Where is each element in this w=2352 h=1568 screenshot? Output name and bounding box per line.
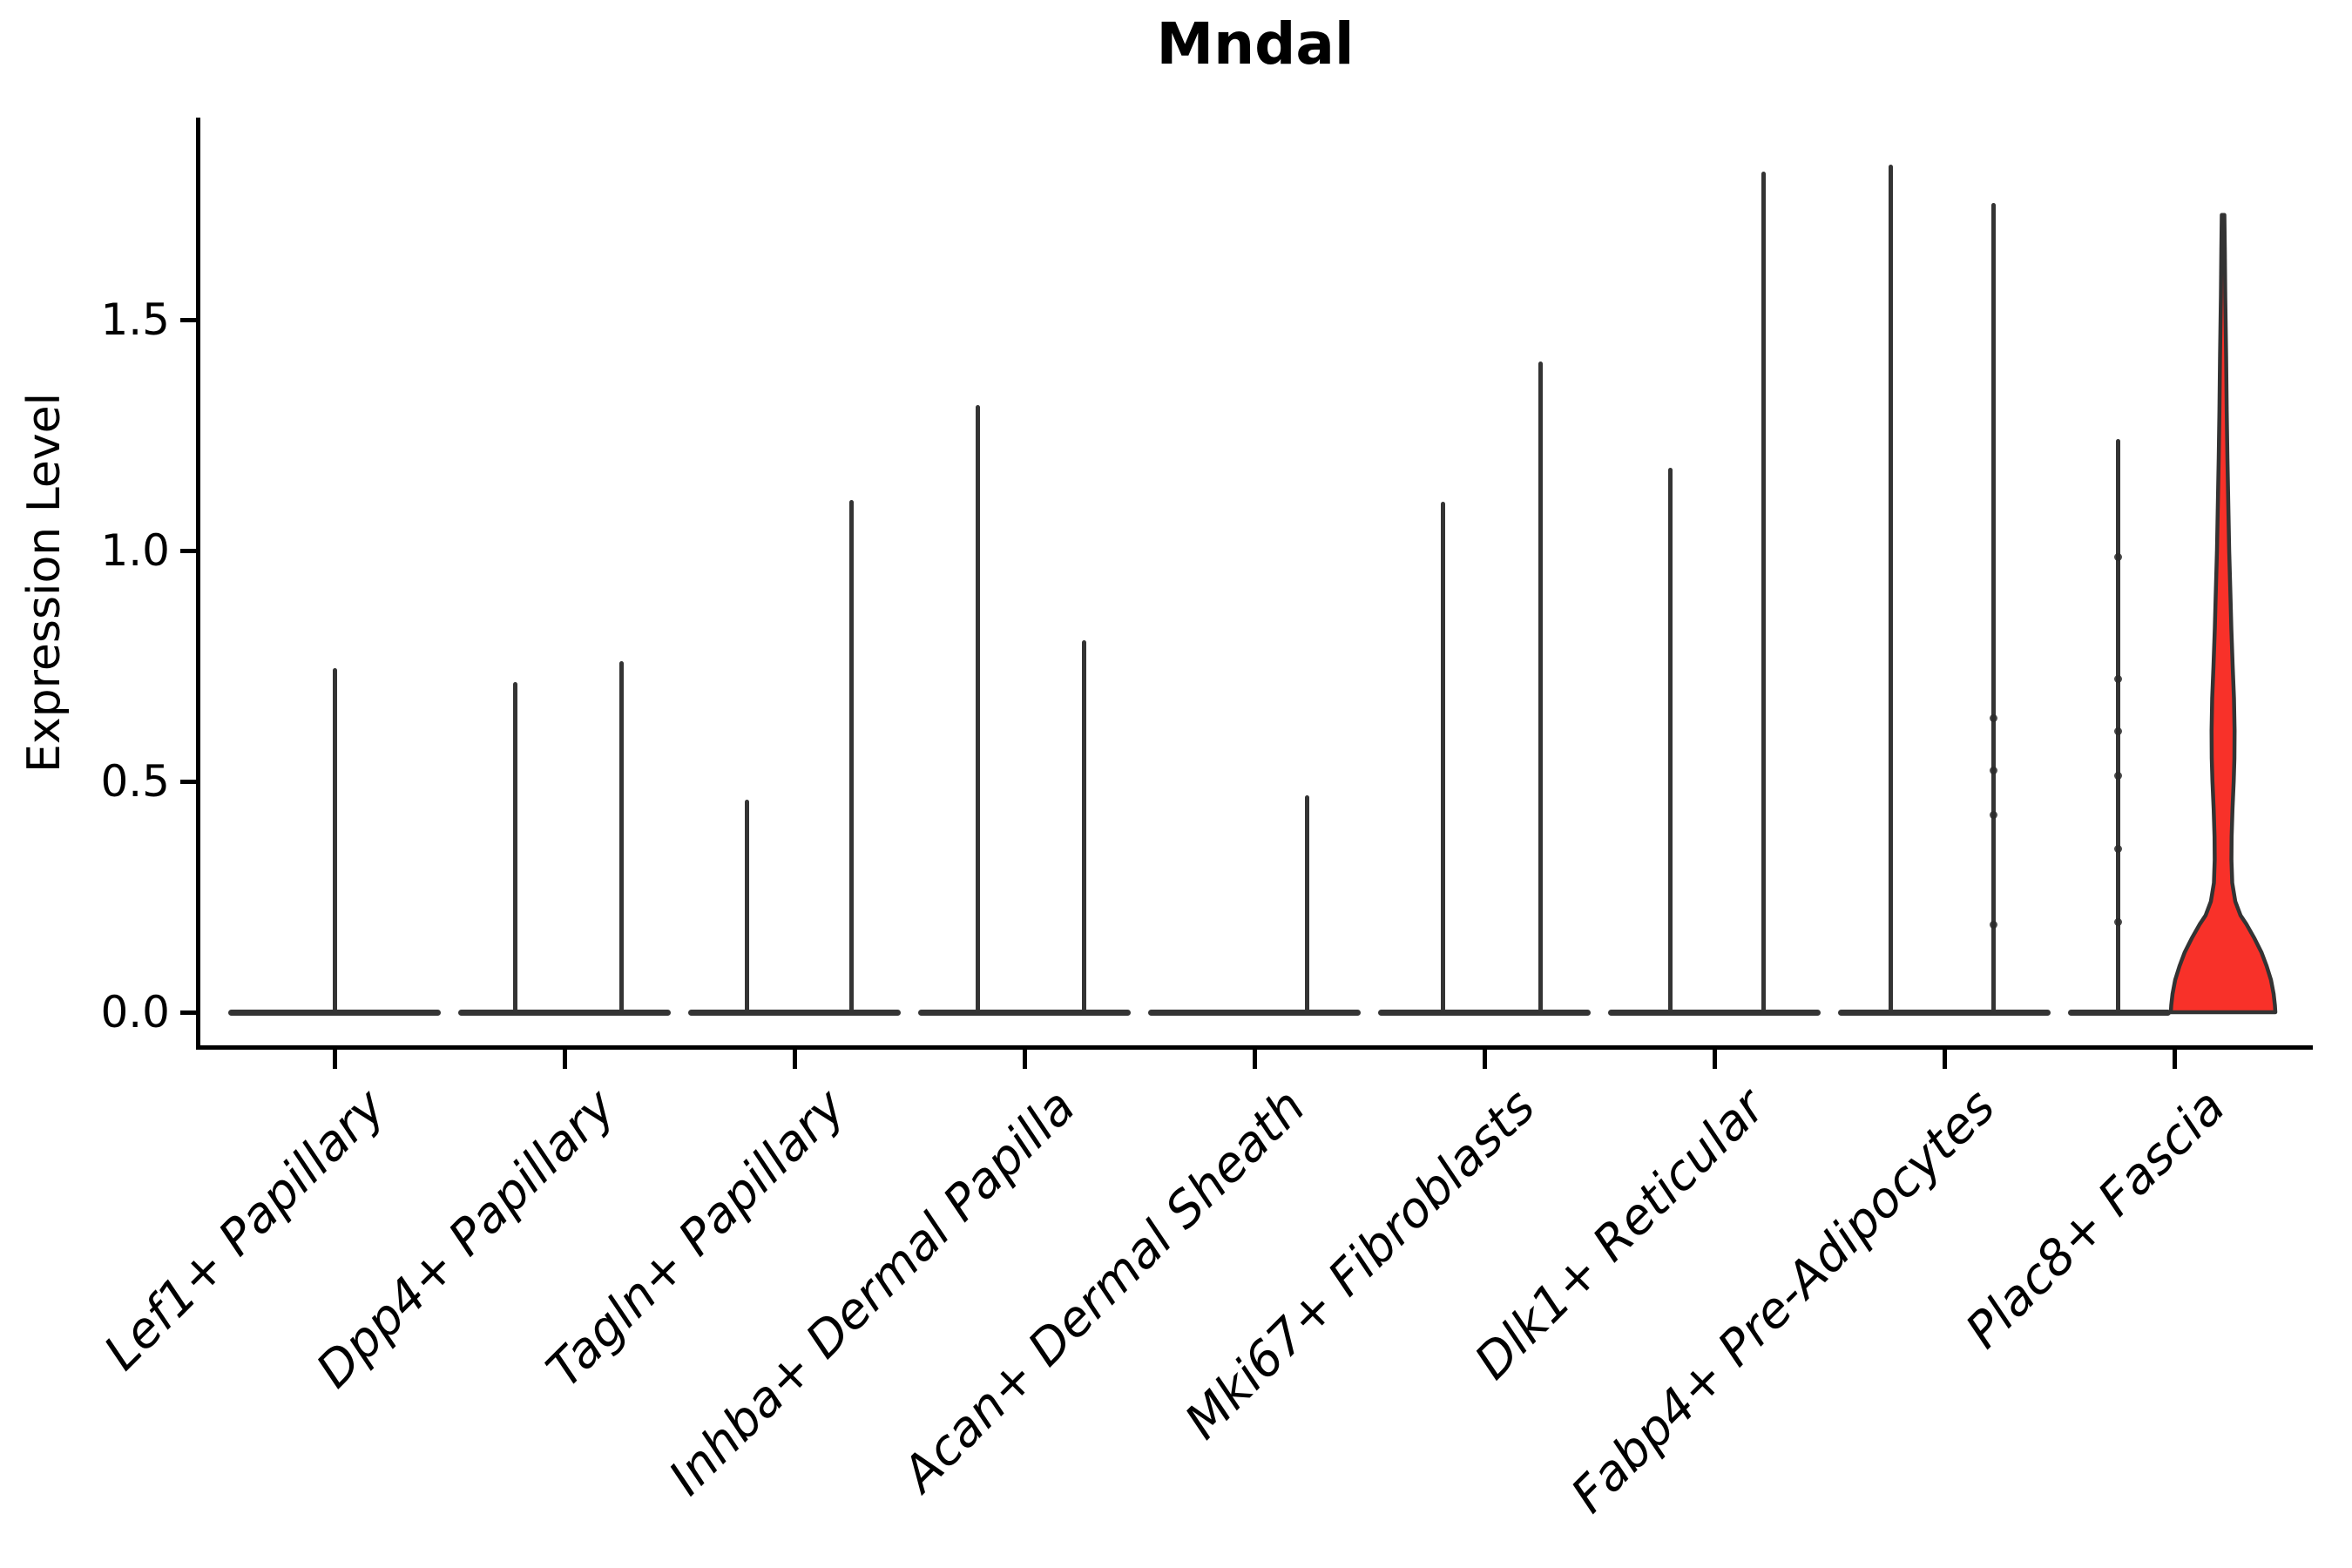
x-tick-mark (792, 1050, 797, 1069)
jitter-point (2113, 675, 2122, 684)
violin-spike (1304, 794, 1309, 1012)
x-tick-mark (332, 1050, 337, 1069)
violin-spike (512, 682, 517, 1012)
jitter-point (1989, 767, 1997, 775)
y-tick-mark (180, 779, 198, 784)
x-tick-mark (562, 1050, 567, 1069)
x-tick-mark (1712, 1050, 1717, 1069)
y-tick-label: 1.5 (100, 294, 170, 345)
highlighted-violin-shape (2168, 213, 2278, 1015)
jitter-point (2113, 917, 2122, 926)
violin-baseline (1608, 1009, 1821, 1016)
jitter-point (1989, 921, 1997, 929)
violin-baseline (458, 1009, 671, 1016)
violin-baseline (1148, 1009, 1361, 1016)
violin-baseline (688, 1009, 901, 1016)
x-tick-mark (2172, 1050, 2177, 1069)
violin-spike (1667, 467, 1673, 1012)
y-tick-label: 0.5 (100, 756, 170, 807)
x-tick-mark (1022, 1050, 1027, 1069)
y-axis-spine (196, 118, 200, 1050)
violin-spike (618, 661, 624, 1012)
y-tick-label: 1.0 (100, 525, 170, 576)
violin-spike (1440, 502, 1445, 1012)
y-tick-mark (180, 548, 198, 553)
violin-spike (1888, 165, 1893, 1012)
y-tick-label: 0.0 (100, 987, 170, 1037)
violin-baseline (1378, 1009, 1591, 1016)
jitter-point (2113, 727, 2122, 736)
violin-baseline (1838, 1009, 2051, 1016)
violin-spike (1081, 640, 1086, 1012)
violin-baseline (2068, 1009, 2171, 1016)
jitter-point (2113, 771, 2122, 780)
x-axis-spine (196, 1045, 2313, 1050)
jitter-point (1989, 810, 1997, 819)
violin-spike (1761, 172, 1766, 1012)
violin-spike (1990, 203, 1996, 1012)
violin-spike (744, 800, 749, 1012)
violin-spike (848, 499, 854, 1012)
violin-spike (975, 405, 980, 1012)
jitter-point (1989, 714, 1997, 723)
x-tick-mark (1482, 1050, 1487, 1069)
violin-spike (332, 668, 337, 1012)
x-tick-mark (1252, 1050, 1257, 1069)
plot-title: Mndal (1156, 10, 1355, 78)
jitter-point (2113, 553, 2122, 562)
violin-spike (2115, 438, 2120, 1012)
y-tick-mark (180, 317, 198, 322)
y-tick-mark (180, 1010, 198, 1015)
jitter-point (2113, 845, 2122, 854)
violin-baseline (228, 1009, 441, 1016)
violin-baseline (918, 1009, 1131, 1016)
violin-spike (1538, 361, 1543, 1012)
x-tick-mark (1942, 1050, 1947, 1069)
